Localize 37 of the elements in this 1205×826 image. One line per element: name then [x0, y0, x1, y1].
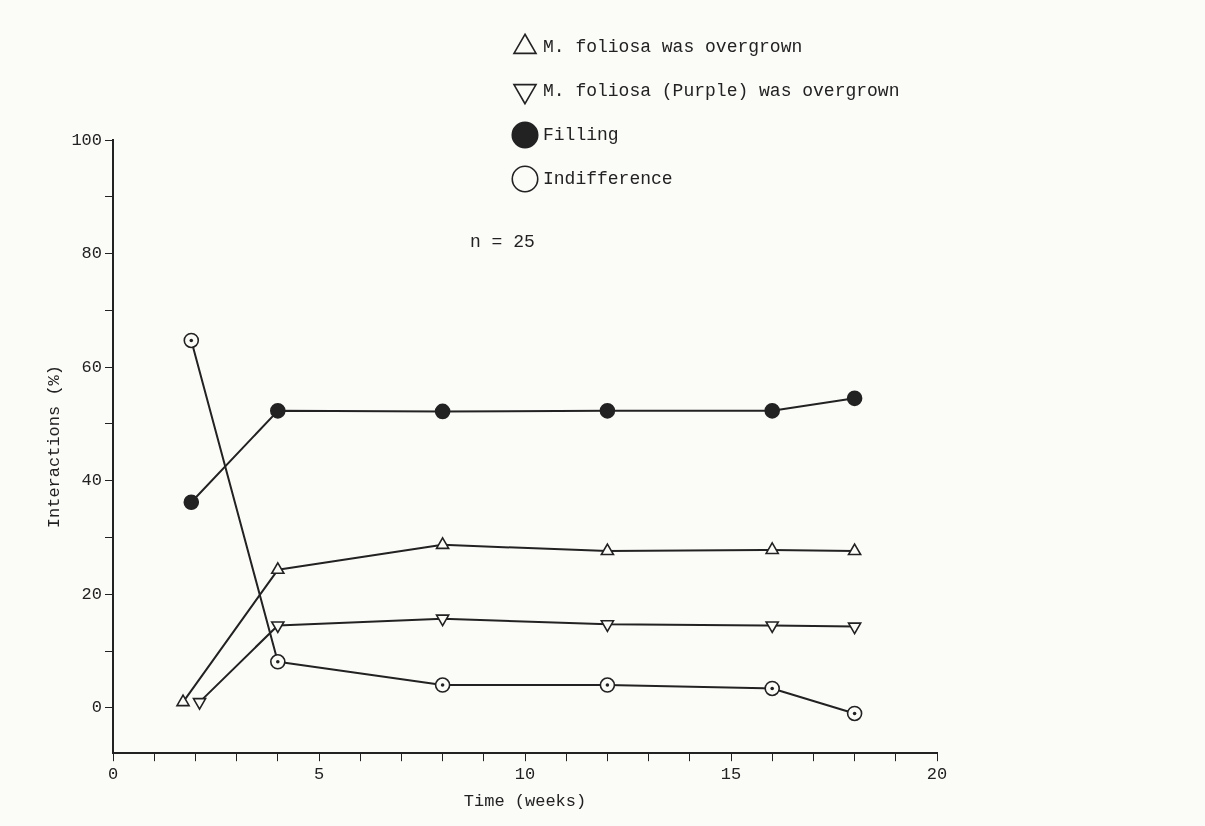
legend-label: Filling — [543, 124, 619, 145]
point — [846, 390, 863, 407]
x-tick-label: 10 — [514, 764, 536, 784]
point — [764, 403, 780, 419]
x-tick-label: 20 — [926, 764, 948, 784]
point — [176, 694, 190, 707]
y-tick-label: 100 — [71, 130, 102, 150]
point — [270, 562, 285, 575]
y-tick-label: 40 — [81, 471, 102, 491]
y-tick-label: 60 — [81, 357, 102, 377]
y-axis-title: Interactions (%) — [44, 364, 64, 529]
point — [183, 332, 200, 349]
point — [765, 542, 780, 555]
point — [434, 677, 451, 693]
point — [183, 494, 200, 511]
point — [600, 543, 615, 556]
point — [599, 677, 616, 693]
point — [270, 653, 286, 670]
point — [434, 403, 451, 420]
y-tick-label: 20 — [81, 584, 102, 604]
point — [192, 697, 207, 710]
point — [270, 403, 286, 419]
point — [847, 543, 862, 556]
y-tick-label: 80 — [81, 244, 102, 264]
legend-label: Indifference — [543, 168, 673, 189]
y-tick-label: 0 — [91, 698, 102, 718]
point — [599, 403, 616, 419]
x-tick-label: 15 — [720, 764, 742, 784]
point — [764, 680, 780, 697]
legend-label: M. foliosa (Purple) was overgrown — [543, 80, 900, 101]
x-axis-title: Time (weeks) — [463, 792, 587, 812]
point — [435, 537, 450, 550]
x-tick-label: 0 — [107, 764, 119, 784]
x-tick-label: 5 — [313, 764, 325, 784]
legend-label: M. foliosa was overgrown — [543, 36, 803, 57]
point — [846, 705, 863, 722]
annotation: n = 25 — [470, 232, 535, 252]
